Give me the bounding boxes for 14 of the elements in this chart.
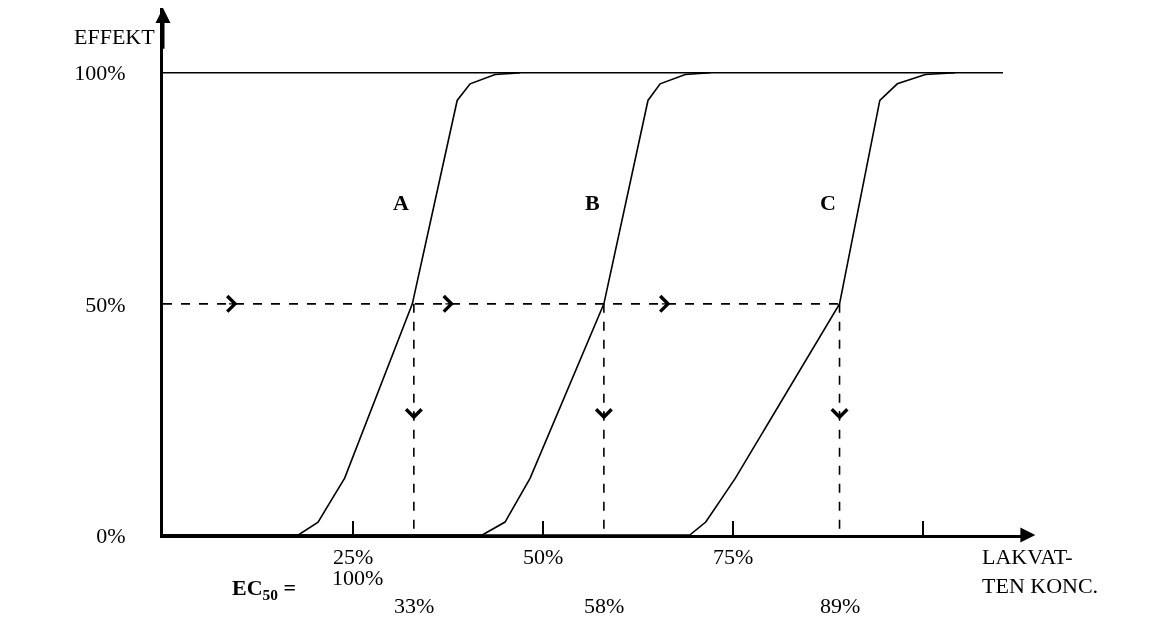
annotation: 58% — [584, 593, 625, 618]
y-tick-label: 50% — [85, 291, 126, 317]
y-tick-label: 0% — [96, 522, 126, 548]
series-label: C — [820, 190, 836, 215]
series-label: B — [585, 190, 600, 215]
x-axis-title: LAKVAT- TEN KONC. — [982, 544, 1099, 598]
y-axis-title: EFFEKT — [74, 24, 156, 49]
annotation: 89% — [820, 593, 861, 618]
annotation: 33% — [394, 593, 435, 618]
x-tick-label: 50% — [522, 544, 564, 570]
x-tick-label: 75% — [712, 544, 754, 570]
text: EC$_{50}$ = — [232, 575, 296, 603]
series-label: A — [393, 190, 409, 215]
y-tick-label: 100% — [74, 60, 126, 86]
